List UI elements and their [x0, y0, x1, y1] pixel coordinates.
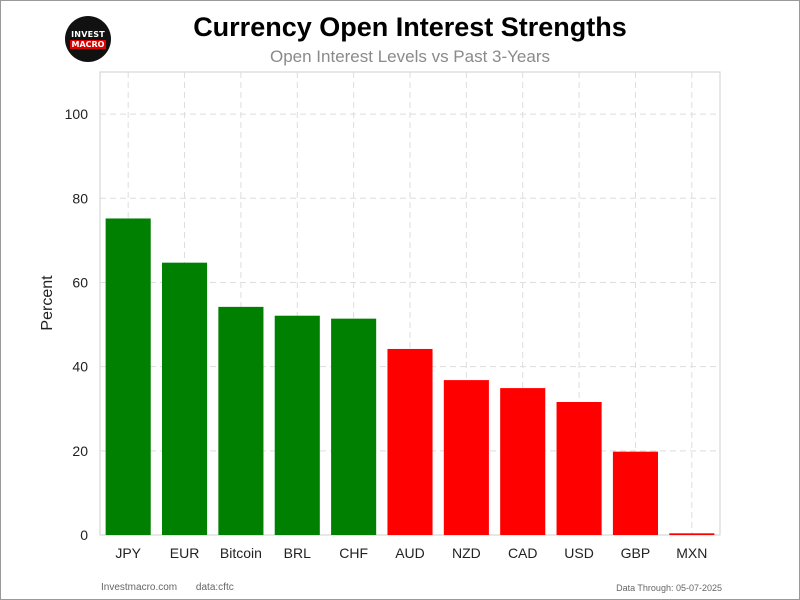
bar-aud: [387, 348, 433, 535]
bar-mxn: [669, 533, 715, 535]
bar-brl: [274, 315, 320, 535]
y-tick-label: 40: [72, 359, 88, 375]
y-tick-label: 100: [65, 106, 89, 122]
bar-chf: [331, 318, 377, 535]
x-tick-label-cad: CAD: [508, 545, 538, 561]
x-tick-label-mxn: MXN: [676, 545, 707, 561]
x-tick-label-bitcoin: Bitcoin: [220, 545, 262, 561]
chart-subtitle: Open Interest Levels vs Past 3-Years: [269, 47, 551, 66]
y-tick-label: 0: [80, 527, 88, 543]
footer-left: Investmacro.com data:cftc: [101, 582, 250, 593]
x-tick-label-aud: AUD: [395, 545, 425, 561]
bar-usd: [556, 401, 602, 535]
y-tick-label: 20: [72, 443, 88, 459]
bar-cad: [500, 388, 546, 535]
x-tick-label-jpy: JPY: [115, 545, 141, 561]
logo-text-top: INVEST: [71, 29, 105, 39]
x-tick-label-chf: CHF: [339, 545, 368, 561]
bars: [105, 218, 715, 535]
y-tick-labels: 0 20 40 60 80 100: [65, 106, 89, 543]
bar-eur: [162, 262, 208, 535]
bar-gbp: [612, 451, 658, 535]
x-tick-label-eur: EUR: [170, 545, 200, 561]
x-tick-label-gbp: GBP: [621, 545, 651, 561]
x-tick-label-usd: USD: [564, 545, 594, 561]
x-tick-labels: JPY EUR Bitcoin BRL CHF AUD NZD CAD USD GBP MXN: [115, 545, 707, 561]
footer-site: Investmacro.com: [101, 582, 178, 593]
bar-jpy: [105, 218, 151, 535]
chart-title: Currency Open Interest Strengths: [193, 12, 627, 42]
y-tick-label: 80: [72, 190, 88, 206]
bar-nzd: [443, 380, 489, 535]
investmacro-logo: INVEST MACRO: [65, 16, 111, 62]
footer-source: data:cftc: [195, 582, 234, 593]
bar-bitcoin: [218, 306, 264, 535]
y-tick-label: 60: [72, 274, 88, 290]
x-tick-label-nzd: NZD: [452, 545, 481, 561]
footer-data-through: Data Through: 05-07-2025: [616, 583, 722, 593]
logo-text-bottom: MACRO: [69, 39, 107, 49]
y-axis-label: Percent: [39, 275, 56, 331]
x-tick-label-brl: BRL: [284, 545, 311, 561]
